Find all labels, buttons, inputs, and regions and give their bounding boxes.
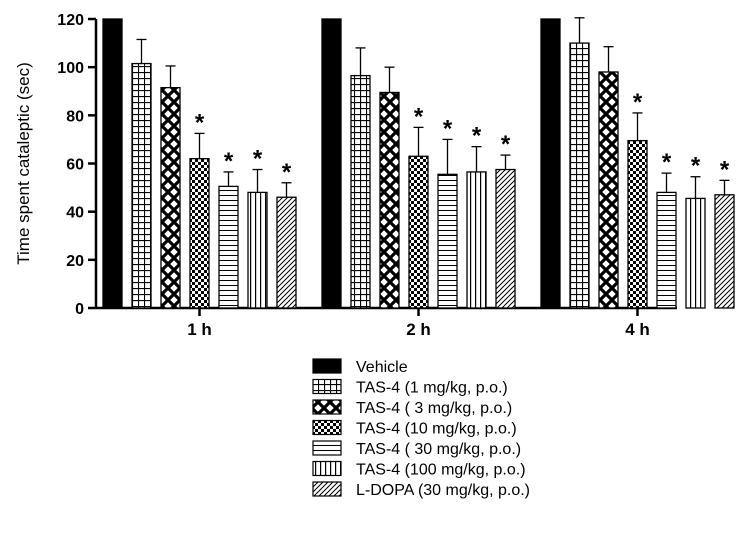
bar (408, 155, 429, 309)
bar (627, 139, 648, 309)
bar (656, 191, 677, 309)
legend-swatch (312, 358, 342, 374)
bar (540, 18, 561, 309)
bar (321, 18, 342, 309)
bar (189, 158, 210, 309)
bar (466, 171, 487, 309)
bar (276, 196, 297, 309)
bar (131, 62, 152, 309)
bar (218, 185, 239, 309)
legend-label: L-DOPA (30 mg/kg, p.o.) (356, 482, 530, 499)
significance-marker: * (253, 146, 263, 173)
legend-label: TAS-4 ( 30 mg/kg, p.o.) (356, 441, 521, 458)
legend-label: Vehicle (356, 359, 408, 376)
bar (569, 42, 590, 309)
bar (437, 173, 458, 309)
y-tick-label: 20 (66, 253, 84, 270)
significance-marker: * (691, 153, 701, 180)
legend-swatch (312, 378, 342, 395)
significance-marker: * (224, 148, 234, 175)
bar (685, 197, 706, 309)
significance-marker: * (282, 159, 292, 186)
y-tick-label: 0 (75, 301, 84, 318)
x-tick-label: 2 h (406, 320, 431, 339)
bar (714, 194, 735, 309)
bar (598, 71, 619, 309)
legend-swatch (312, 419, 342, 436)
bar (160, 86, 181, 309)
y-tick-label: 80 (66, 108, 84, 125)
x-tick-label: 4 h (625, 320, 650, 339)
significance-marker: * (633, 89, 643, 116)
significance-marker: * (720, 156, 730, 183)
plot-area: 0 20 40 60 80 100 120 Time spent cataleptic (se… (14, 12, 735, 339)
y-tick-label: 100 (57, 60, 84, 77)
y-tick-label: 60 (66, 157, 84, 174)
legend-swatch (312, 460, 342, 477)
legend-label: TAS-4 (100 mg/kg, p.o.) (356, 462, 526, 479)
bar (495, 168, 516, 309)
y-tick-label: 40 (66, 205, 84, 222)
bar (350, 74, 371, 309)
legend-label: TAS-4 (1 mg/kg, p.o.) (356, 380, 508, 397)
x-tick-label: 1 h (187, 320, 212, 339)
significance-marker: * (501, 131, 511, 158)
legend-swatch (312, 481, 342, 497)
legend-label: TAS-4 ( 3 mg/kg, p.o.) (356, 400, 512, 417)
legend-label: TAS-4 (10 mg/kg, p.o.) (356, 421, 517, 438)
significance-marker: * (195, 109, 205, 136)
y-axis-title: Time spent cataleptic (sec) (14, 62, 33, 265)
bar (247, 191, 268, 309)
significance-marker: * (443, 115, 453, 142)
bar (102, 18, 123, 309)
legend-swatch (312, 399, 342, 415)
significance-marker: * (662, 149, 672, 176)
legend: Vehicle TAS-4 (1 mg/kg, p.o.) TAS-4 ( 3 mg… (312, 358, 530, 499)
legend-swatch (312, 440, 342, 456)
significance-marker: * (472, 123, 482, 150)
significance-marker: * (414, 103, 424, 130)
bar (379, 91, 400, 309)
y-tick-label: 120 (57, 12, 84, 29)
